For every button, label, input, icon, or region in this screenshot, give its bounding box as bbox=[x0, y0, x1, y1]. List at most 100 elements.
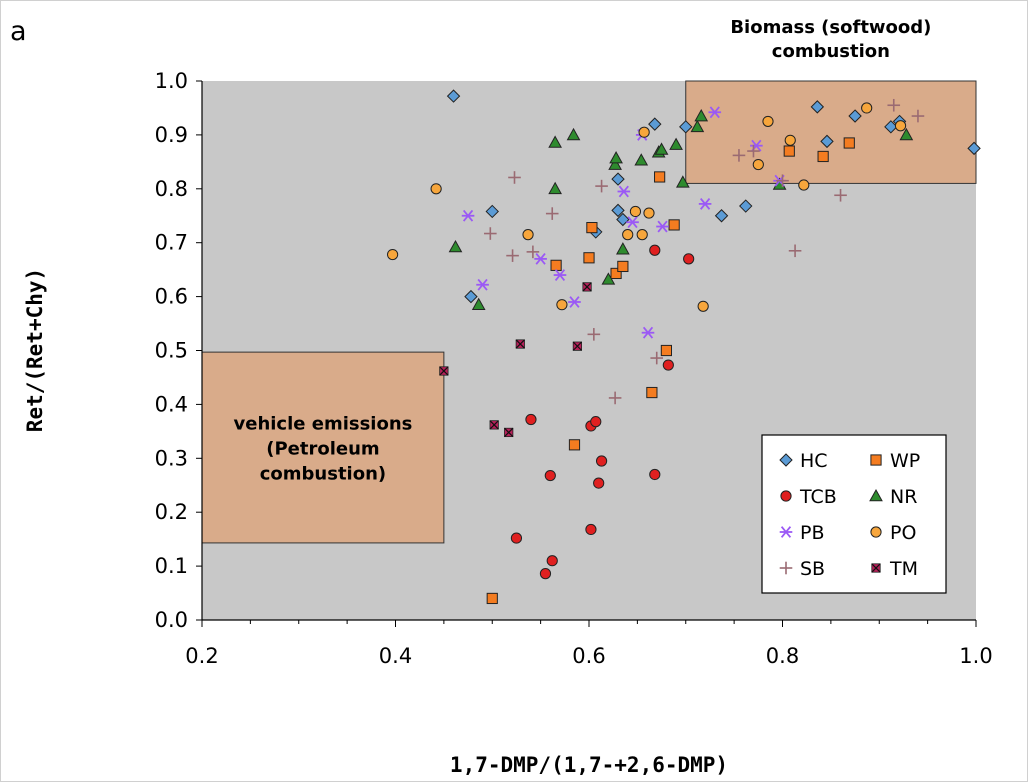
point-tcb bbox=[662, 359, 674, 371]
point-po bbox=[784, 134, 796, 146]
x-tick-label: 0.2 bbox=[185, 644, 218, 668]
point-tm bbox=[515, 339, 525, 349]
legend-marker-po bbox=[870, 526, 882, 538]
point-nr bbox=[669, 137, 683, 150]
point-nr bbox=[548, 181, 562, 195]
point-tcb bbox=[539, 568, 552, 580]
y-tick-label: 0.1 bbox=[155, 554, 188, 578]
point-tm bbox=[572, 341, 583, 351]
point-tcb bbox=[649, 244, 661, 256]
point-pb bbox=[534, 252, 547, 265]
point-po bbox=[636, 229, 648, 241]
point-nr bbox=[566, 127, 581, 141]
point-sb bbox=[650, 351, 664, 365]
point-sb bbox=[508, 171, 521, 184]
legend-label: NR bbox=[890, 486, 917, 508]
legend-label: PO bbox=[890, 522, 916, 544]
point-tcb bbox=[585, 523, 597, 536]
point-hc bbox=[739, 199, 753, 213]
point-sb bbox=[545, 207, 559, 220]
point-sb bbox=[608, 391, 622, 405]
point-hc bbox=[464, 289, 478, 304]
point-pb bbox=[461, 209, 475, 222]
legend-marker-tm bbox=[871, 563, 881, 573]
point-wp bbox=[617, 260, 629, 273]
point-pb bbox=[656, 220, 669, 233]
point-sb bbox=[834, 188, 847, 202]
point-sb bbox=[747, 144, 760, 158]
region-box bbox=[685, 80, 977, 184]
point-wp bbox=[568, 439, 581, 451]
point-tcb bbox=[544, 469, 556, 482]
y-tick-label: 0.8 bbox=[155, 177, 188, 201]
point-sb bbox=[526, 245, 540, 259]
legend-label: TM bbox=[889, 558, 918, 580]
point-pb bbox=[626, 216, 639, 229]
y-tick-label: 0.6 bbox=[155, 285, 188, 309]
point-tcb bbox=[683, 253, 695, 265]
point-tcb bbox=[525, 413, 537, 426]
point-tm bbox=[439, 366, 449, 376]
point-nr bbox=[690, 119, 705, 133]
point-nr bbox=[654, 142, 669, 155]
point-wp bbox=[668, 219, 680, 231]
legend-label: SB bbox=[800, 558, 825, 580]
point-po bbox=[798, 179, 810, 191]
region-label: (Petroleum bbox=[266, 439, 379, 460]
point-hc bbox=[611, 203, 625, 218]
point-pb bbox=[553, 269, 567, 281]
point-pb bbox=[476, 278, 489, 291]
point-nr bbox=[608, 157, 622, 170]
point-hc bbox=[848, 109, 862, 123]
point-hc bbox=[714, 209, 729, 223]
region-label: combustion bbox=[772, 41, 890, 62]
legend-marker-sb bbox=[779, 561, 793, 575]
point-wp bbox=[817, 150, 829, 163]
point-wp bbox=[550, 259, 562, 271]
y-tick-label: 0.5 bbox=[155, 339, 188, 363]
point-nr bbox=[694, 109, 709, 122]
point-po bbox=[762, 115, 774, 128]
point-tcb bbox=[546, 555, 558, 567]
point-sb bbox=[506, 249, 519, 262]
point-nr bbox=[609, 151, 623, 164]
point-tm bbox=[582, 282, 592, 292]
point-po bbox=[622, 229, 634, 241]
region-label: vehicle emissions bbox=[234, 414, 413, 435]
legend-label: WP bbox=[890, 450, 920, 472]
point-tcb bbox=[649, 468, 661, 481]
point-hc bbox=[611, 172, 625, 186]
point-nr bbox=[548, 135, 562, 148]
legend-marker-hc bbox=[779, 453, 793, 467]
point-hc bbox=[884, 120, 898, 134]
x-tick-label: 0.6 bbox=[572, 644, 605, 668]
y-tick-label: 0.9 bbox=[155, 123, 188, 147]
legend: HC WP TCB NR PB PO SB TM bbox=[761, 434, 947, 594]
point-po bbox=[752, 158, 764, 171]
point-tcb bbox=[593, 477, 605, 489]
point-po bbox=[430, 183, 442, 195]
x-axis-title: 1,7-DMP/(1,7-+2,6-DMP) bbox=[450, 753, 728, 777]
point-po bbox=[638, 126, 650, 138]
y-tick-label: 1.0 bbox=[155, 69, 188, 93]
point-hc bbox=[679, 120, 693, 134]
y-tick-label: 0.7 bbox=[155, 231, 188, 255]
panel-label: a bbox=[10, 16, 27, 47]
region-label: combustion) bbox=[260, 464, 386, 485]
point-po bbox=[894, 120, 907, 132]
point-wp bbox=[610, 267, 622, 280]
legend-marker-wp bbox=[870, 454, 882, 466]
legend-marker-nr bbox=[869, 488, 883, 502]
region-box bbox=[201, 351, 445, 544]
point-pb bbox=[568, 296, 581, 308]
point-sb bbox=[595, 179, 608, 193]
point-po bbox=[697, 300, 709, 312]
point-po bbox=[629, 205, 642, 218]
point-hc bbox=[967, 141, 981, 156]
point-sb bbox=[484, 227, 497, 240]
point-po bbox=[386, 248, 399, 261]
y-tick-label: 0.0 bbox=[155, 608, 188, 632]
point-pb bbox=[617, 185, 631, 198]
point-wp bbox=[660, 344, 672, 357]
